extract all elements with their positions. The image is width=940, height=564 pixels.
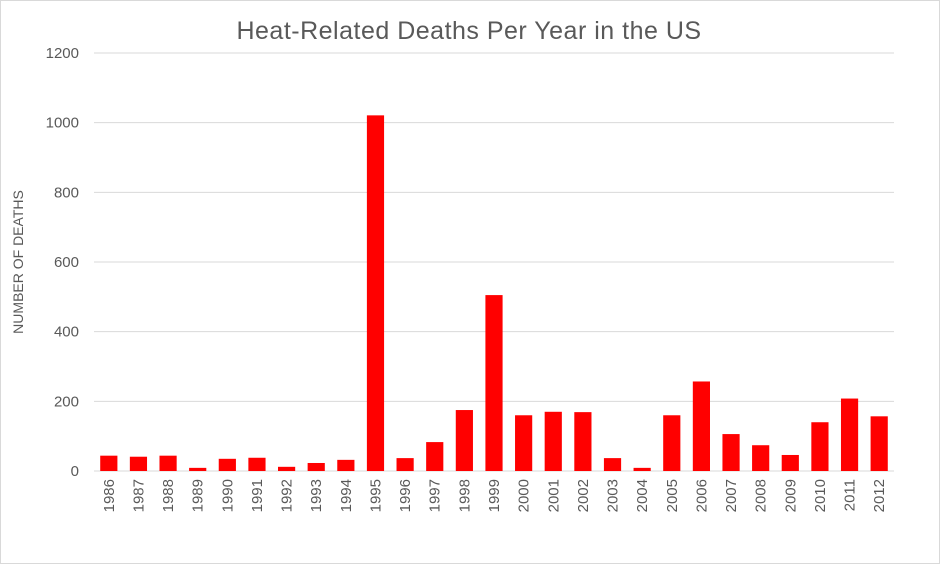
x-tick-label: 2009 bbox=[782, 479, 799, 512]
x-tick-label: 2008 bbox=[753, 479, 770, 512]
bars bbox=[100, 115, 888, 471]
bar-1988 bbox=[159, 455, 177, 471]
bar-1986 bbox=[100, 455, 118, 471]
bar-2008 bbox=[752, 445, 770, 471]
x-tick-label: 2010 bbox=[812, 479, 829, 512]
y-axis-ticks: 0 200 400 600 800 1000 1200 bbox=[46, 45, 79, 480]
bar-1987 bbox=[129, 456, 148, 471]
bar-1998 bbox=[455, 410, 473, 471]
x-tick-label: 1995 bbox=[367, 479, 384, 512]
x-tick-label: 2007 bbox=[723, 479, 740, 512]
bar-2000 bbox=[515, 415, 533, 471]
bar-1995 bbox=[366, 115, 385, 471]
bar-2011 bbox=[840, 398, 859, 471]
bar-1993 bbox=[307, 462, 325, 471]
x-axis-ticks: 1986 1987 1988 1989 1990 1991 1992 1993 1994 1995… bbox=[101, 479, 888, 512]
x-tick-label: 1998 bbox=[456, 479, 473, 512]
x-tick-label: 2003 bbox=[605, 479, 622, 512]
bar-2002 bbox=[574, 412, 592, 471]
bar-1992 bbox=[278, 466, 296, 471]
x-tick-label: 2001 bbox=[545, 479, 562, 512]
x-tick-label: 1996 bbox=[397, 479, 414, 512]
bar-2012 bbox=[870, 416, 888, 471]
bar-2001 bbox=[544, 411, 562, 471]
y-tick-label: 800 bbox=[54, 184, 79, 201]
x-tick-label: 1997 bbox=[427, 479, 444, 512]
y-tick-label: 1200 bbox=[46, 45, 79, 62]
y-tick-label: 1000 bbox=[46, 115, 79, 132]
x-tick-label: 2012 bbox=[871, 479, 888, 512]
y-tick-label: 200 bbox=[54, 393, 79, 410]
bar-1989 bbox=[189, 467, 207, 471]
y-tick-label: 0 bbox=[71, 463, 79, 480]
bar-2007 bbox=[722, 434, 740, 471]
bar-2010 bbox=[811, 422, 829, 471]
x-tick-label: 2000 bbox=[516, 479, 533, 512]
x-tick-label: 2005 bbox=[664, 479, 681, 512]
x-tick-label: 1990 bbox=[219, 479, 236, 512]
bar-2003 bbox=[603, 458, 622, 471]
bar-2004 bbox=[633, 467, 651, 471]
x-tick-label: 2004 bbox=[634, 479, 651, 512]
y-tick-label: 600 bbox=[54, 254, 79, 271]
bar-1997 bbox=[426, 442, 444, 471]
bar-2006 bbox=[692, 381, 710, 471]
x-tick-label: 1987 bbox=[130, 479, 147, 512]
bar-1996 bbox=[396, 458, 414, 471]
x-tick-label: 1994 bbox=[338, 479, 355, 512]
y-axis-label: NUMBER OF DEATHS bbox=[10, 190, 26, 334]
x-tick-label: 1986 bbox=[101, 479, 118, 512]
bar-1999 bbox=[485, 295, 503, 471]
bar-2009 bbox=[781, 454, 799, 471]
x-tick-label: 1989 bbox=[190, 479, 207, 512]
chart-title: Heat-Related Deaths Per Year in the US bbox=[236, 17, 701, 45]
x-tick-label: 1988 bbox=[160, 479, 177, 512]
bar-1991 bbox=[248, 457, 266, 471]
x-tick-label: 1999 bbox=[486, 479, 503, 512]
x-tick-label: 2011 bbox=[842, 479, 859, 511]
x-tick-label: 2006 bbox=[693, 479, 710, 512]
bar-2005 bbox=[663, 415, 681, 471]
y-tick-label: 400 bbox=[54, 324, 79, 341]
x-tick-label: 2002 bbox=[575, 479, 592, 512]
x-tick-label: 1991 bbox=[249, 479, 266, 512]
x-tick-label: 1992 bbox=[279, 479, 296, 512]
bar-1994 bbox=[337, 459, 355, 471]
x-tick-label: 1993 bbox=[308, 479, 325, 512]
bar-1990 bbox=[218, 458, 236, 471]
